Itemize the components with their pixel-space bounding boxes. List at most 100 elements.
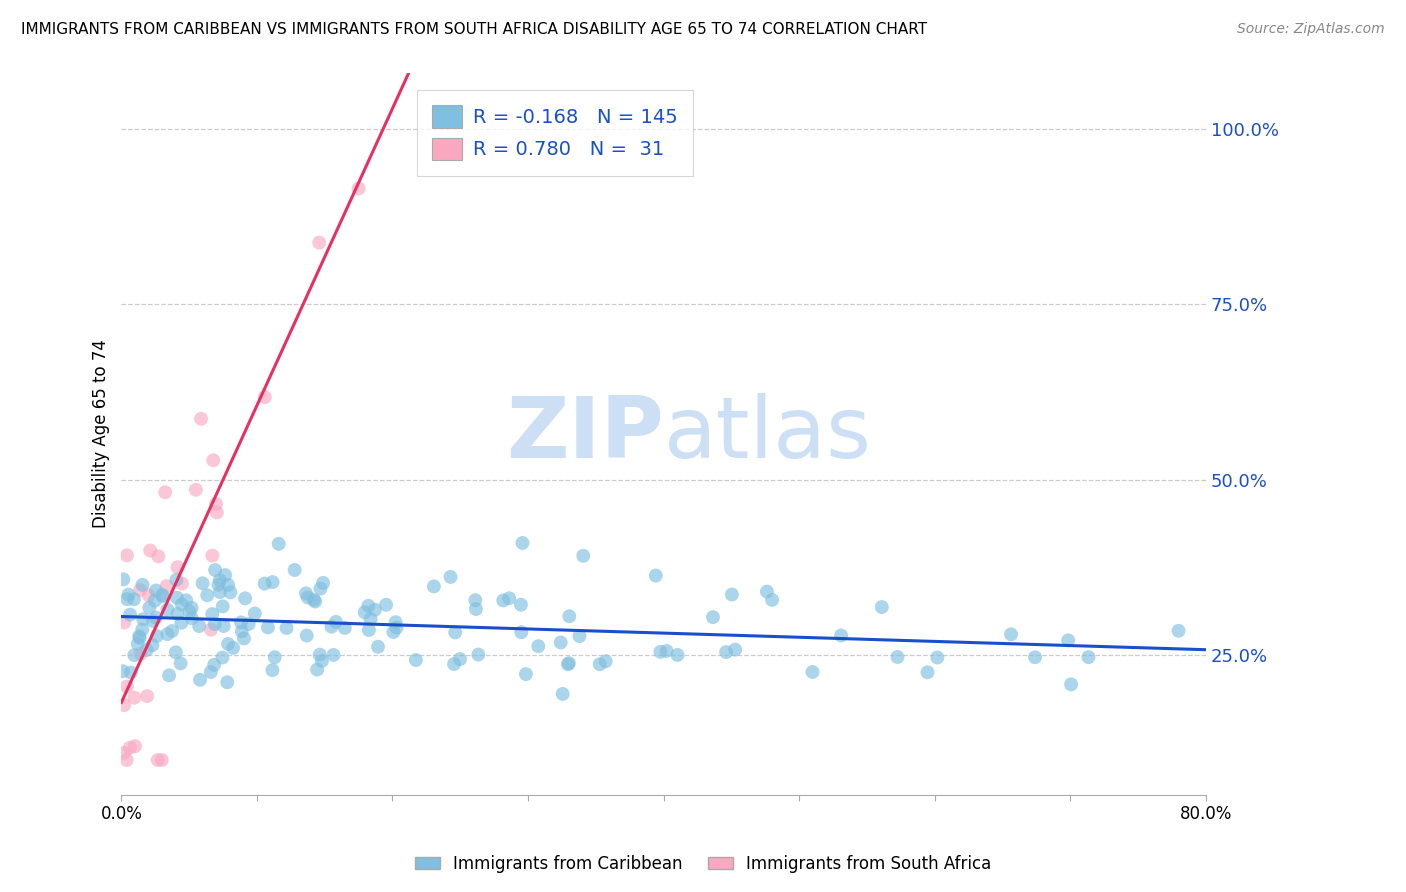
Point: [321, 620, 343, 634]
Point: [464, 593, 486, 607]
Point: [217, 637, 239, 651]
Point: [917, 665, 939, 680]
Point: [202, 453, 225, 467]
Point: [1060, 677, 1083, 691]
Point: [253, 576, 276, 591]
Point: [229, 615, 252, 630]
Point: [120, 665, 142, 680]
Point: [124, 648, 146, 662]
Point: [166, 560, 188, 574]
Point: [138, 588, 160, 602]
Point: [1167, 624, 1189, 638]
Point: [650, 645, 672, 659]
Point: [595, 654, 617, 668]
Point: [568, 629, 591, 643]
Point: [238, 617, 260, 632]
Point: [558, 656, 581, 670]
Point: [127, 637, 149, 651]
Point: [367, 640, 389, 654]
Point: [444, 625, 467, 640]
Point: [510, 625, 533, 640]
Point: [122, 592, 145, 607]
Point: [118, 740, 141, 755]
Point: [284, 563, 307, 577]
Point: [204, 563, 226, 577]
Point: [347, 181, 370, 195]
Point: [498, 591, 520, 606]
Point: [129, 647, 152, 661]
Point: [231, 624, 253, 639]
Point: [211, 599, 233, 614]
Point: [204, 617, 226, 632]
Point: [219, 585, 242, 599]
Point: [302, 593, 325, 607]
Point: [382, 625, 405, 640]
Point: [364, 603, 387, 617]
Point: [572, 549, 595, 563]
Point: [205, 497, 228, 511]
Point: [212, 619, 235, 633]
Point: [128, 629, 150, 643]
Point: [155, 485, 177, 500]
Point: [152, 589, 174, 603]
Point: [180, 600, 202, 615]
Y-axis label: Disability Age 65 to 74: Disability Age 65 to 74: [93, 340, 110, 528]
Point: [295, 586, 318, 600]
Point: [1000, 627, 1022, 641]
Point: [208, 585, 231, 599]
Point: [200, 665, 222, 679]
Point: [307, 663, 329, 677]
Point: [233, 591, 256, 606]
Point: [214, 568, 236, 582]
Point: [195, 588, 218, 602]
Point: [325, 615, 347, 629]
Point: [128, 631, 150, 645]
Point: [357, 623, 380, 637]
Point: [165, 645, 187, 659]
Point: [129, 582, 152, 597]
Point: [308, 235, 330, 250]
Point: [551, 687, 574, 701]
Point: [157, 668, 180, 682]
Point: [146, 753, 169, 767]
Point: [190, 411, 212, 425]
Point: [550, 635, 572, 649]
Point: [156, 603, 179, 617]
Point: [1057, 633, 1080, 648]
Point: [267, 537, 290, 551]
Legend: Immigrants from Caribbean, Immigrants from South Africa: Immigrants from Caribbean, Immigrants fr…: [408, 848, 998, 880]
Point: [150, 753, 173, 767]
Point: [702, 610, 724, 624]
Legend: R = -0.168   N = 145, R = 0.780   N =  31: R = -0.168 N = 145, R = 0.780 N = 31: [416, 90, 693, 176]
Point: [131, 578, 153, 592]
Point: [644, 568, 666, 582]
Point: [308, 648, 330, 662]
Point: [211, 650, 233, 665]
Point: [830, 628, 852, 642]
Point: [180, 611, 202, 625]
Point: [439, 570, 461, 584]
Point: [297, 591, 319, 605]
Point: [188, 673, 211, 687]
Point: [201, 549, 224, 563]
Point: [449, 652, 471, 666]
Point: [309, 582, 332, 596]
Point: [217, 675, 239, 690]
Point: [174, 593, 197, 607]
Text: IMMIGRANTS FROM CARIBBEAN VS IMMIGRANTS FROM SOUTH AFRICA DISABILITY AGE 65 TO 7: IMMIGRANTS FROM CARIBBEAN VS IMMIGRANTS …: [21, 22, 927, 37]
Point: [655, 644, 678, 658]
Point: [120, 607, 142, 622]
Point: [1077, 650, 1099, 665]
Text: ZIP: ZIP: [506, 392, 664, 475]
Point: [141, 638, 163, 652]
Point: [148, 549, 170, 564]
Point: [135, 643, 157, 657]
Point: [262, 575, 284, 590]
Point: [276, 621, 298, 635]
Point: [257, 620, 280, 634]
Point: [467, 648, 489, 662]
Point: [115, 549, 138, 563]
Point: [222, 640, 245, 655]
Point: [1024, 650, 1046, 665]
Point: [721, 587, 744, 601]
